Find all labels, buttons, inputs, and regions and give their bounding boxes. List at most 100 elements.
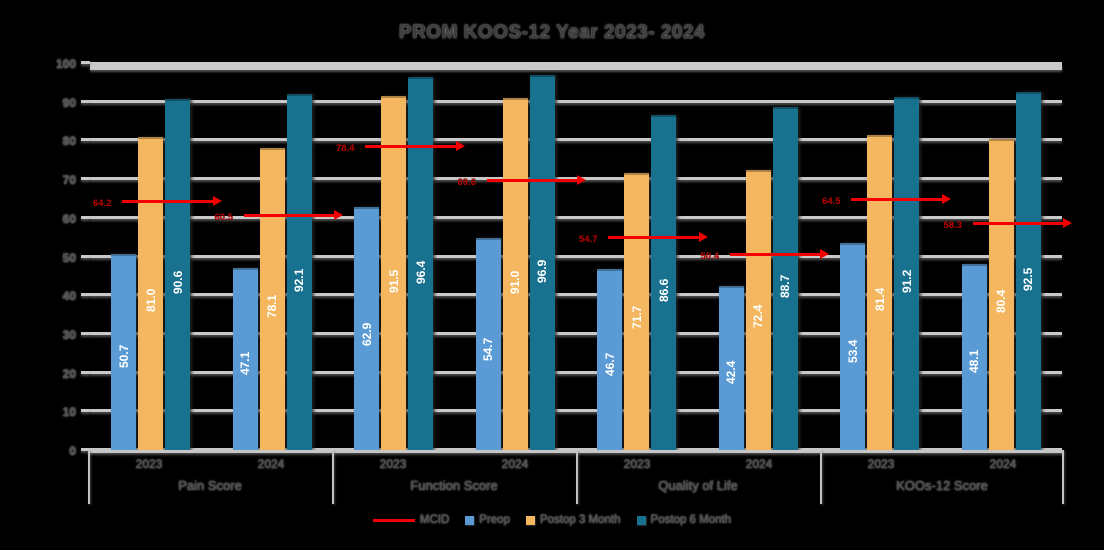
bar-value-label: 81.0 <box>143 288 158 313</box>
gridline <box>90 370 1062 374</box>
bar-postop-6-month: 96.4 <box>408 76 434 450</box>
legend-label: MCID <box>419 514 450 526</box>
gridline <box>90 138 1062 142</box>
x-axis-group-separator <box>1062 450 1064 504</box>
bar-value-label: 92.5 <box>1021 267 1036 291</box>
legend-item: MCID <box>372 514 450 526</box>
chart-title: PROM KOOS-12 Year 2023- 2024 <box>398 22 706 43</box>
bar-preop: 48.1 <box>961 263 987 450</box>
bar-value-label: 71.7 <box>629 306 644 330</box>
mcid-line <box>851 194 950 205</box>
legend-swatch-postop-3-month <box>525 515 535 525</box>
mcid-line <box>486 174 586 185</box>
gridline <box>90 177 1062 181</box>
bar-value-label: 86.6 <box>656 278 671 302</box>
bar-value-label: 50.7 <box>116 345 131 369</box>
x-axis-group-separator <box>332 450 334 504</box>
bar-value-label: 47.1 <box>238 351 253 376</box>
x-axis-group-label: Pain Score <box>178 478 242 493</box>
mcid-line <box>243 209 343 220</box>
y-axis-tick-label: 50 <box>62 250 76 265</box>
year-cell-2024: 54.7 91.0 96.9 69.6 <box>455 63 586 450</box>
bar-preop: 50.7 <box>111 253 137 450</box>
gridline <box>90 254 1062 258</box>
bar-preop: 42.4 <box>718 285 744 450</box>
y-axis-tick <box>81 61 90 64</box>
bar-value-label: 91.5 <box>386 269 401 293</box>
x-axis-year-row: 2023 2024 2023 2024 2023 2024 2023 2024 <box>88 454 1064 474</box>
category-group: 46.7 71.7 86.6 54.7 42.4 72.4 88.7 50.4 <box>576 63 829 450</box>
x-axis-year-label: 2024 <box>501 457 529 471</box>
bar-value-label: 88.7 <box>778 274 793 298</box>
category-group: 62.9 91.5 96.4 78.4 54.7 91.0 96.9 69.6 <box>333 63 586 450</box>
legend-label: Postop 6 Month <box>650 514 732 526</box>
gridline <box>90 293 1062 297</box>
legend-label: Postop 3 Month <box>539 514 621 526</box>
mcid-value-label: 58.3 <box>943 220 963 232</box>
mcid-value-label: 50.4 <box>700 250 720 262</box>
legend-item: Preop <box>465 514 510 526</box>
bar-preop: 62.9 <box>354 206 380 450</box>
legend-swatch-postop-6-month <box>636 515 646 525</box>
mcid-value-label: 54.7 <box>579 234 598 246</box>
category-group: 53.4 81.4 91.2 64.5 48.1 80.4 92.5 58.3 <box>819 63 1072 450</box>
gridline <box>90 331 1062 335</box>
legend: MCID Preop Postop 3 Month Postop 6 Month <box>0 514 1104 526</box>
y-axis-tick <box>81 409 90 413</box>
mcid-line <box>365 140 464 151</box>
legend-item: Postop 3 Month <box>525 514 621 526</box>
y-axis-tick-label: 30 <box>62 327 76 342</box>
bar-value-label: 96.9 <box>535 259 550 283</box>
x-axis-group-label: Function Score <box>410 478 498 493</box>
x-axis-year-label: 2024 <box>257 457 285 471</box>
bar-value-label: 81.4 <box>872 288 887 312</box>
mcid-value-label: 64.5 <box>822 196 841 208</box>
bar-postop-3-month: 91.0 <box>502 97 528 450</box>
mcid-line <box>608 232 707 243</box>
bar-value-label: 46.7 <box>602 352 617 376</box>
year-cell-2024: 48.1 80.4 92.5 58.3 <box>941 63 1072 450</box>
gridline <box>90 215 1062 219</box>
bar-groups-layer: 50.7 81.0 90.6 64.2 47.1 78.1 92.1 60.5 62.9 91.5… <box>90 63 1072 450</box>
bar-value-label: 53.4 <box>845 340 860 364</box>
x-axis-group-separator <box>576 450 578 504</box>
bar-postop-3-month: 81.4 <box>867 134 893 450</box>
legend-item: Postop 6 Month <box>636 514 732 526</box>
legend-swatch-mcid <box>372 518 415 522</box>
x-axis-year-label: 2024 <box>745 457 773 471</box>
mcid-line <box>972 218 1072 229</box>
gridline <box>90 448 1062 451</box>
year-cell-2023: 62.9 91.5 96.4 78.4 <box>333 63 464 450</box>
x-axis-group-label: Quality of Life <box>658 478 738 493</box>
legend-label: Preop <box>479 514 510 526</box>
y-axis-tick-label: 0 <box>69 444 76 458</box>
legend-swatch-preop <box>465 515 475 525</box>
x-axis-group-separator <box>820 450 822 504</box>
y-axis-tick-label: 10 <box>62 405 76 420</box>
bar-postop-6-month: 91.2 <box>894 97 920 450</box>
bar-value-label: 54.7 <box>481 337 496 362</box>
y-axis-tick-label: 80 <box>62 134 76 149</box>
y-axis-tick-label: 70 <box>62 173 76 188</box>
mcid-value-label: 69.6 <box>457 176 477 188</box>
gridline <box>90 62 1062 70</box>
plot-area: 0 10 20 30 40 50 60 70 80 90 100 50.7 81.0 90.6 64.2 4… <box>56 57 1072 458</box>
y-axis-tick <box>81 448 90 451</box>
mcid-value-label: 78.4 <box>336 142 355 154</box>
year-cell-2024: 42.4 72.4 88.7 50.4 <box>698 63 829 450</box>
y-axis-tick <box>81 177 90 181</box>
x-axis-group-label: KOOs-12 Score <box>896 478 988 493</box>
x-axis-year-label: 2023 <box>379 457 407 471</box>
year-cell-2024: 47.1 78.1 92.1 60.5 <box>212 63 343 450</box>
y-axis-tick-label: 90 <box>62 95 76 110</box>
x-axis-group-separator <box>88 450 90 504</box>
x-axis-year-label: 2023 <box>867 457 895 471</box>
bar-preop: 54.7 <box>475 238 501 450</box>
bar-value-label: 78.1 <box>265 294 280 318</box>
mcid-value-label: 64.2 <box>93 197 112 209</box>
y-axis-tick <box>81 254 90 258</box>
bar-postop-3-month: 71.7 <box>624 172 650 450</box>
y-axis-tick-label: 20 <box>62 366 76 381</box>
bar-preop: 46.7 <box>597 269 623 450</box>
